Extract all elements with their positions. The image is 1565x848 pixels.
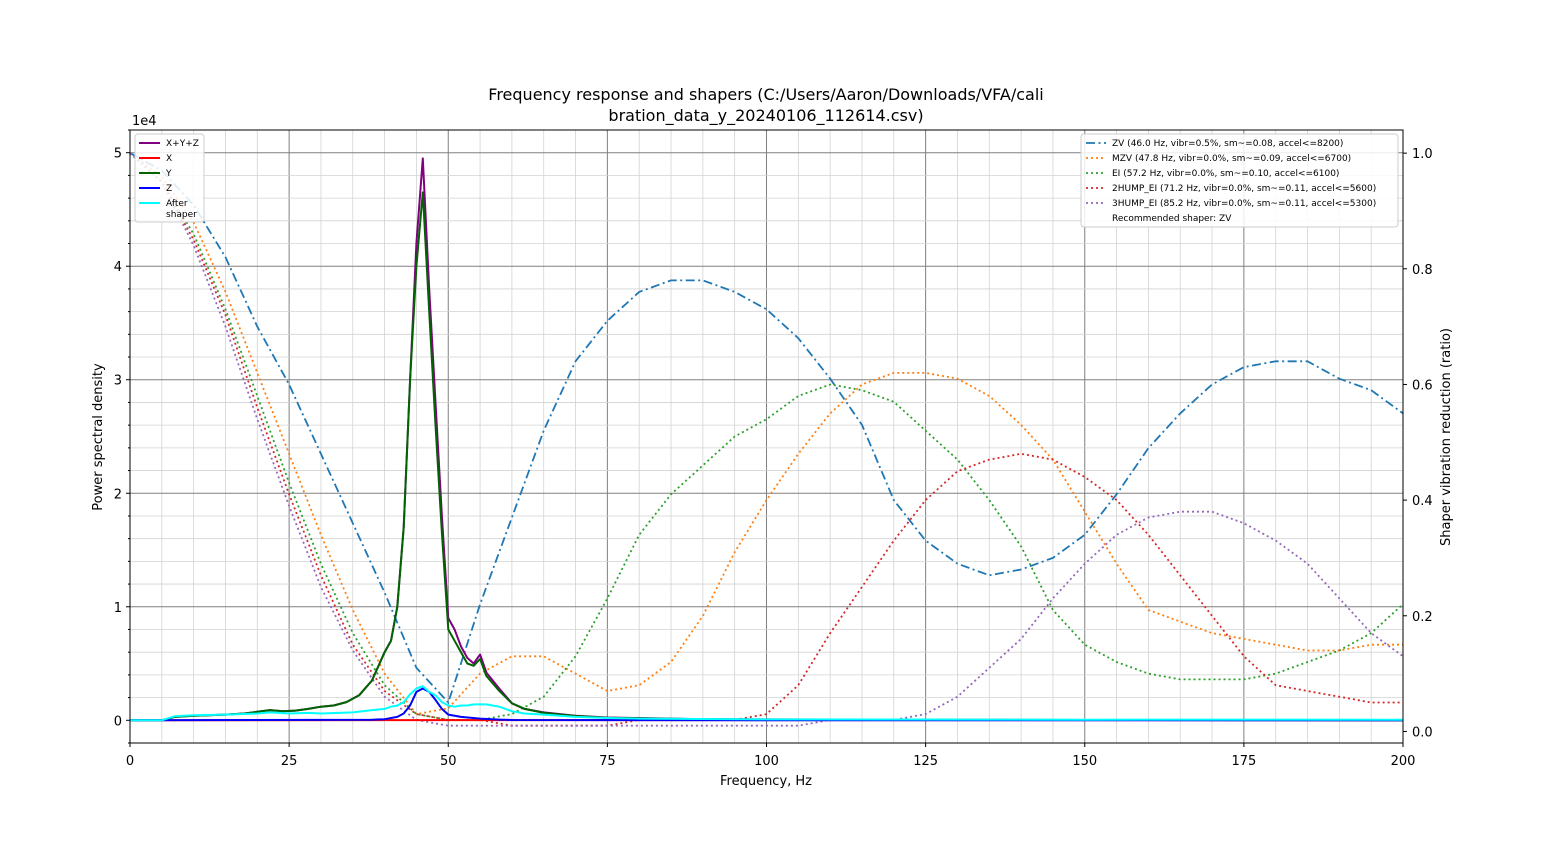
x-axis-ticks: 0 25 50 75 100 125 150 175 200 <box>126 743 1416 769</box>
psd-legend-label: X+Y+Z <box>166 139 199 149</box>
recommended-shaper-label: Recommended shaper: ZV <box>1112 214 1232 224</box>
x-tick-label: 175 <box>1231 754 1256 769</box>
psd-legend-label: After shaper <box>166 199 197 220</box>
x-tick-label: 150 <box>1072 754 1097 769</box>
y2-tick-label: 0.8 <box>1412 263 1433 278</box>
psd-legend-label: X <box>166 154 172 164</box>
y-tick-label: 0 <box>114 714 122 729</box>
x-tick-label: 125 <box>913 754 938 769</box>
y-tick-label: 2 <box>114 487 122 502</box>
psd-legend: X+Y+Z XYZ After shaper <box>134 133 205 223</box>
x-tick-label: 75 <box>599 754 616 769</box>
shaper-legend-label: 3HUMP_EI (85.2 Hz, vibr=0.0%, sm~=0.11, … <box>1112 199 1376 209</box>
y2-tick-label: 0.2 <box>1412 610 1433 625</box>
shaper-legend-label: MZV (47.8 Hz, vibr=0.0%, sm~=0.09, accel… <box>1112 154 1351 164</box>
psd-curve-3 <box>129 687 1403 722</box>
y-axis-label: Power spectral density <box>91 363 106 511</box>
x-axis-label: Frequency, Hz <box>720 774 812 789</box>
y2-axis-ticks: 0.0 0.2 0.4 0.6 0.8 1.0 <box>1403 147 1433 740</box>
x-tick-label: 0 <box>126 754 134 769</box>
y-tick-label: 1 <box>114 601 122 616</box>
shaper-legend-box <box>1080 133 1399 228</box>
shaper-curve-4 <box>129 152 1404 727</box>
x-tick-label: 50 <box>440 754 457 769</box>
y-tick-label: 3 <box>114 374 122 389</box>
y-axis-ticks: 0 1 2 3 4 5 <box>114 129 130 744</box>
grid-layer <box>129 129 1404 744</box>
psd-curve-4 <box>130 685 1404 722</box>
y2-tick-label: 0.6 <box>1412 378 1433 393</box>
shaper-legend: ZV (46.0 Hz, vibr=0.5%, sm~=0.08, accel<… <box>1080 133 1399 228</box>
x-tick-label: 25 <box>281 754 298 769</box>
y2-axis-label: Shaper vibration reduction (ratio) <box>1439 328 1454 546</box>
chart-title-line1: Frequency response and shapers (C:/Users… <box>488 85 1043 104</box>
y-tick-label: 4 <box>114 260 122 275</box>
shaper-curves <box>129 152 1404 727</box>
shaper-legend-label: 2HUMP_EI (71.2 Hz, vibr=0.0%, sm~=0.11, … <box>1112 184 1376 194</box>
psd-legend-label: Z <box>166 184 172 194</box>
y2-tick-label: 1.0 <box>1412 147 1433 162</box>
psd-curves <box>129 157 1404 722</box>
x-tick-label: 200 <box>1391 754 1416 769</box>
shaper-legend-label: ZV (46.0 Hz, vibr=0.5%, sm~=0.08, accel<… <box>1112 139 1343 149</box>
shaper-curve-3 <box>129 152 1403 727</box>
x-tick-label: 100 <box>754 754 779 769</box>
shaper-legend-label: EI (57.2 Hz, vibr=0.0%, sm~=0.10, accel<… <box>1112 169 1339 179</box>
chart-title-line2: bration_data_y_20240106_112614.csv) <box>608 106 923 126</box>
psd-legend-label: Y <box>165 169 172 179</box>
y2-tick-label: 0.0 <box>1412 725 1433 740</box>
psd-legend-box <box>134 133 205 223</box>
y-tick-label: 5 <box>114 147 122 162</box>
y2-tick-label: 0.4 <box>1412 494 1433 509</box>
y-offset-label: 1e4 <box>132 114 157 129</box>
shaper-curve-1 <box>129 152 1403 716</box>
